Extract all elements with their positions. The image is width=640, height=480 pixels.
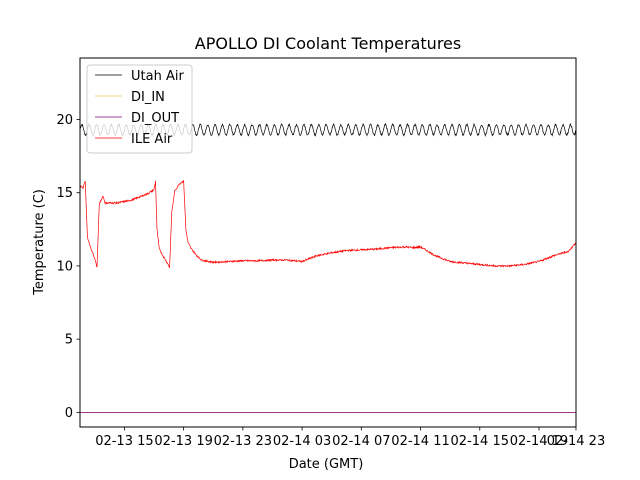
chart-title: APOLLO DI Coolant Temperatures <box>195 34 461 53</box>
series-line-ile-air <box>80 180 576 269</box>
x-tick-label: 02-13 19 <box>154 434 212 449</box>
x-tick-label: 02-14 19 <box>510 434 568 449</box>
y-tick-label: 10 <box>56 259 73 274</box>
x-tick-label: 02-14 15 <box>451 434 509 449</box>
x-tick-label: 02-13 15 <box>95 434 153 449</box>
y-tick-label: 5 <box>65 333 73 348</box>
y-tick-label: 20 <box>56 113 73 128</box>
legend-label: ILE Air <box>131 132 173 147</box>
legend-label: DI_IN <box>131 90 165 105</box>
x-tick-label: 02-14 23 <box>547 434 605 449</box>
legend-label: DI_OUT <box>131 111 179 126</box>
legend-box <box>86 64 193 154</box>
legend: Utah Air DI_IN DI_OUT ILE Air <box>86 64 193 154</box>
x-axis-label: Date (GMT) <box>289 457 364 472</box>
x-tick-label: 02-13 23 <box>214 434 272 449</box>
y-tick-label: 0 <box>65 406 73 421</box>
y-axis-label: Temperature (C) <box>32 189 47 296</box>
x-tick-label: 02-14 03 <box>273 434 331 449</box>
plot-frame <box>79 57 577 428</box>
legend-label: Utah Air <box>131 69 184 84</box>
x-tick-label: 02-14 11 <box>391 434 449 449</box>
y-tick-label: 15 <box>56 186 73 201</box>
x-tick-label: 02-14 07 <box>332 434 390 449</box>
